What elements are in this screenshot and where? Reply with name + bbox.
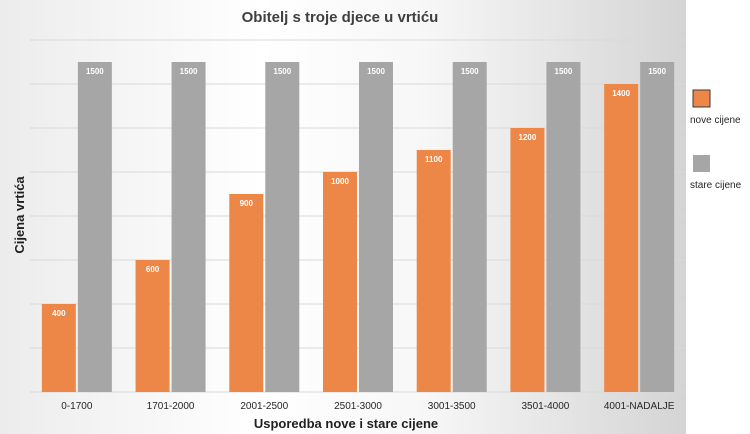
legend: nove cijene stare cijene <box>690 89 742 191</box>
bar-nove-cijene-1701-2000 <box>135 260 170 392</box>
x-tick-label: 1701-2000 <box>147 401 195 412</box>
legend-label: nove cijene <box>690 115 741 126</box>
legend-swatch <box>692 89 711 108</box>
x-tick-label: 0-1700 <box>61 401 93 412</box>
bar-stare-cijene-3501-4000 <box>546 62 581 392</box>
legend-label: stare cijene <box>690 180 742 191</box>
data-label: 1400 <box>612 89 630 98</box>
data-label: 1500 <box>648 67 666 76</box>
data-label: 1100 <box>425 155 443 164</box>
bar-nove-cijene-2501-3000 <box>323 172 357 392</box>
x-tick-labels: 0-1700 1701-2000 2001-2500 2501-3000 3001-35… <box>61 401 674 412</box>
x-tick-label: 4001-NADALJE <box>604 401 675 412</box>
data-label: 1500 <box>180 67 198 76</box>
data-label: 900 <box>240 199 254 208</box>
data-label: 1500 <box>86 67 104 76</box>
gridlines <box>30 39 686 393</box>
bar-stare-cijene-2001-2500 <box>265 62 300 392</box>
data-label: 600 <box>146 265 160 274</box>
data-label: 1000 <box>331 177 349 186</box>
bar-nove-cijene-3001-3500 <box>416 150 451 392</box>
bar-stare-cijene-2501-3000 <box>359 62 393 392</box>
bar-stare-cijene-1701-2000 <box>171 62 206 392</box>
data-label: 400 <box>52 309 66 318</box>
bar-nove-cijene-3501-4000 <box>510 128 545 392</box>
x-tick-label: 3501-4000 <box>522 401 570 412</box>
data-label: 1500 <box>367 67 385 76</box>
legend-swatch <box>693 155 710 172</box>
bar-nove-cijene-2001-2500 <box>229 194 264 392</box>
data-label: 1500 <box>555 67 573 76</box>
bar-stare-cijene-4001-NADALJE <box>640 62 675 392</box>
x-tick-label: 3001-3500 <box>428 401 476 412</box>
bar-stare-cijene-0-1700 <box>77 62 112 392</box>
bar-nove-cijene-4001-NADALJE <box>604 84 639 392</box>
bar-nove-cijene-0-1700 <box>41 304 76 392</box>
x-tick-label: 2001-2500 <box>240 401 288 412</box>
data-label: 1500 <box>273 67 291 76</box>
x-axis-title: Usporedba nove i stare cijene <box>254 416 438 431</box>
bars: 400 1500 600 1500 900 1500 1000 1500 1100 1500 120… <box>41 62 675 392</box>
bar-stare-cijene-3001-3500 <box>452 62 487 392</box>
chart-title: Obitelj s troje djece u vrtiću <box>242 9 439 26</box>
y-axis-title: Cijena vrtića <box>12 176 27 254</box>
data-label: 1200 <box>519 133 537 142</box>
x-tick-label: 2501-3000 <box>334 401 382 412</box>
data-label: 1500 <box>461 67 479 76</box>
